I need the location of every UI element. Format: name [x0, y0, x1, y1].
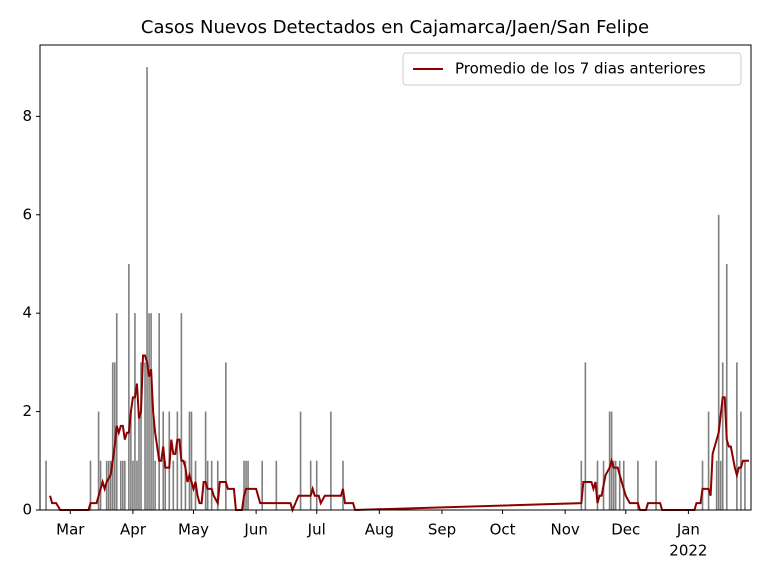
bar — [736, 362, 738, 510]
x-tick-label: Apr — [120, 521, 147, 539]
bar — [190, 411, 193, 510]
bar — [188, 411, 191, 510]
legend-box — [402, 52, 742, 86]
x-tick-label: Aug — [365, 521, 394, 539]
bar — [275, 460, 278, 510]
plot-frame — [39, 44, 752, 511]
bar — [124, 460, 126, 510]
bar — [225, 362, 227, 510]
bar — [146, 67, 148, 511]
bar — [725, 263, 728, 510]
bar — [162, 411, 165, 510]
bar — [261, 460, 263, 510]
bar — [618, 460, 621, 510]
bar — [584, 362, 587, 510]
bar — [247, 460, 249, 510]
bar — [134, 313, 136, 510]
bar — [115, 313, 118, 510]
bar — [612, 460, 615, 510]
bar — [138, 411, 140, 510]
bar — [744, 460, 746, 510]
bar — [130, 411, 132, 510]
bar — [107, 460, 110, 510]
x-tick-label: Jan — [676, 521, 700, 539]
bar — [701, 460, 704, 510]
bar — [342, 460, 344, 510]
bar — [715, 460, 718, 510]
bar — [717, 214, 720, 510]
x-tick-label: Mar — [56, 521, 85, 539]
bar — [132, 460, 134, 510]
bar — [128, 263, 130, 510]
bar — [721, 362, 724, 510]
x-year-label: 2022 — [669, 542, 707, 560]
x-tick-label: Oct — [490, 521, 516, 539]
bar — [719, 460, 722, 510]
x-tick-label: May — [178, 521, 209, 539]
bar — [614, 460, 617, 510]
x-tick-label: Jun — [243, 521, 267, 539]
bar — [164, 460, 167, 510]
x-tick-label: Jul — [307, 521, 326, 539]
bar — [216, 460, 219, 510]
bar — [158, 313, 160, 510]
x-tick-label: Sep — [428, 521, 456, 539]
y-tick-label: 4 — [22, 304, 32, 322]
bar — [176, 411, 179, 510]
bar — [152, 411, 154, 510]
bar — [154, 460, 156, 510]
bar — [299, 411, 302, 510]
y-tick-label: 2 — [22, 402, 32, 420]
bar — [144, 362, 146, 510]
bar — [330, 411, 332, 510]
bar — [204, 411, 207, 510]
bar — [172, 460, 175, 510]
bar — [243, 460, 245, 510]
bar — [122, 460, 124, 510]
bar — [245, 460, 247, 510]
bar — [740, 411, 742, 510]
x-tick-label: Nov — [551, 521, 580, 539]
bar — [109, 460, 112, 510]
bar — [596, 460, 599, 510]
bar — [637, 460, 639, 510]
bar — [140, 362, 142, 510]
bar — [309, 460, 312, 510]
bar — [136, 460, 138, 510]
legend: Promedio de los 7 dias anteriores — [402, 52, 742, 86]
line — [49, 354, 749, 513]
y-tick-label: 8 — [22, 107, 32, 125]
bar — [655, 460, 657, 510]
bar — [45, 460, 47, 510]
bar — [184, 460, 187, 510]
y-tick-label: 0 — [22, 501, 32, 519]
legend-label: Promedio de los 7 dias anteriores — [455, 60, 706, 78]
bar — [119, 460, 122, 510]
bar — [111, 362, 114, 510]
y-tick-label: 6 — [22, 205, 32, 223]
bar — [89, 460, 92, 510]
bar — [707, 411, 710, 510]
bar — [315, 460, 318, 510]
chart-title: Casos Nuevos Detectados en Cajamarca/Jae… — [141, 17, 649, 38]
bar — [580, 460, 583, 510]
x-tick-label: Dec — [611, 521, 640, 539]
bar — [180, 313, 183, 510]
bar — [210, 460, 213, 510]
bar — [97, 411, 100, 510]
bar — [150, 313, 152, 510]
bar — [608, 411, 611, 510]
bar — [113, 362, 116, 510]
bar — [148, 313, 150, 510]
